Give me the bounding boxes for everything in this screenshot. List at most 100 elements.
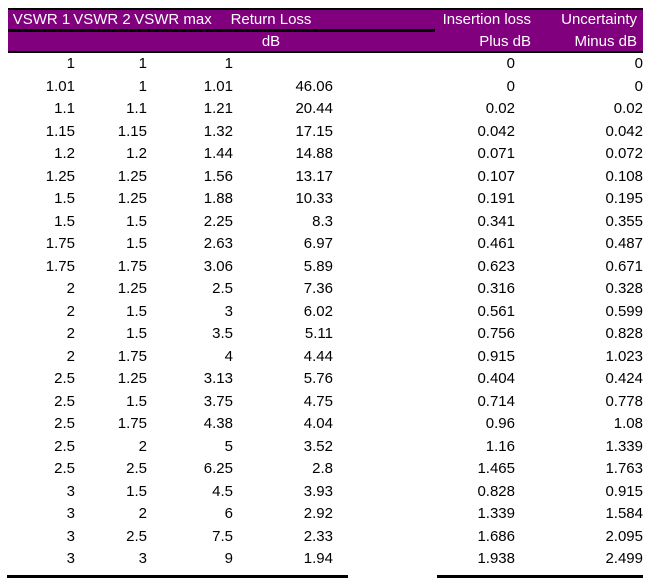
table-cell: 0.195	[605, 190, 643, 207]
unit-header-blank-1	[8, 32, 75, 51]
table-cell: 0.756	[477, 325, 515, 342]
spacer-cell	[333, 188, 437, 211]
table-cell: 1.584	[605, 505, 643, 522]
table-cell: 4.5	[212, 482, 233, 500]
table-cell: 1.15	[117, 122, 147, 140]
table-cell: 1.5	[54, 190, 75, 207]
spacer-cell	[333, 53, 437, 76]
table-cell: 1.5	[126, 302, 147, 320]
unit-header-plus-db: Plus dB	[479, 33, 531, 50]
table-row: 3 2.5 7.5 2.33 1.686 2.095	[8, 526, 643, 549]
table-row: 1.2 1.2 1.44 14.88 0.071 0.072	[8, 143, 643, 166]
table-cell: 5	[224, 437, 233, 455]
table-body: 1 1 1 0 0 1.01 1 1.01 46.06 0 0 1.1 1.1 1.21 20.44 0.02…	[8, 53, 643, 571]
table-cell: 2	[66, 280, 75, 297]
table-cell: 13.17	[295, 167, 333, 185]
table-cell: 2.5	[126, 460, 147, 477]
table-row: 3 2 6 2.92 1.339 1.584	[8, 503, 643, 526]
table-cell: 20.44	[295, 100, 333, 117]
unit-header-blank-3	[130, 32, 216, 51]
table-cell: 2.92	[303, 505, 333, 522]
col-header-return-loss: Return Loss	[230, 11, 312, 28]
table-cell: 1.25	[117, 370, 147, 387]
table-cell: 0.461	[477, 235, 515, 252]
table-cell: 3.52	[303, 437, 333, 455]
table-cell: 0.915	[605, 482, 643, 500]
col-header-insertion-loss: Insertion loss	[442, 11, 531, 28]
table-cell: 1.88	[203, 190, 233, 207]
table-cell: 3.5	[212, 325, 233, 342]
table-cell: 3.93	[303, 482, 333, 500]
table-cell: 2	[66, 302, 75, 320]
table-row: 1.01 1 1.01 46.06 0 0	[8, 76, 643, 99]
table-cell: 3	[66, 505, 75, 522]
table-cell: 1.16	[485, 437, 515, 455]
table-cell: 1.25	[117, 280, 147, 297]
col-header-uncertainty: Uncertainty	[561, 11, 637, 28]
table-row: 2.5 1.75 4.38 4.04 0.96 1.08	[8, 413, 643, 436]
table-cell: 6.02	[303, 302, 333, 320]
table-cell: 1.339	[605, 437, 643, 455]
table-cell: 1.1	[54, 100, 75, 117]
table-cell: 0.042	[605, 122, 643, 140]
table-row: 1.75 1.5 2.63 6.97 0.461 0.487	[8, 233, 643, 256]
table-cell: 2.5	[54, 415, 75, 432]
table-cell: 9	[224, 550, 233, 567]
col-header-vswr-max: VSWR max	[134, 11, 212, 28]
unit-header-minus-db: Minus dB	[574, 33, 637, 50]
table-row: 1.5 1.25 1.88 10.33 0.191 0.195	[8, 188, 643, 211]
table-cell: 0.561	[477, 302, 515, 320]
table-cell: 0.778	[605, 392, 643, 410]
table-cell: 1.938	[477, 550, 515, 567]
spacer-cell	[333, 368, 437, 391]
table-cell: 0.316	[477, 280, 515, 297]
table-cell: 1.75	[45, 235, 75, 252]
table-cell: 0.599	[605, 302, 643, 320]
spacer-cell	[333, 458, 437, 481]
table-row: 3 1.5 4.5 3.93 0.828 0.915	[8, 481, 643, 504]
bottom-rule-left-segment	[7, 574, 348, 578]
table-cell: 0	[634, 55, 643, 72]
table-cell: 4.38	[203, 415, 233, 432]
table-cell: 6	[224, 505, 233, 522]
table-row: 1.25 1.25 1.56 13.17 0.107 0.108	[8, 166, 643, 189]
table-cell: 1.2	[54, 145, 75, 162]
table-cell: 0.828	[605, 325, 643, 342]
table-row: 1.15 1.15 1.32 17.15 0.042 0.042	[8, 121, 643, 144]
spacer-cell	[333, 323, 437, 346]
table-cell: 0.355	[605, 212, 643, 230]
table-cell: 2.25	[203, 212, 233, 230]
unit-header-db: dB	[261, 33, 281, 50]
table-cell: 1	[138, 77, 147, 95]
table-cell: 0.828	[477, 482, 515, 500]
table-row: 1.1 1.1 1.21 20.44 0.02 0.02	[8, 98, 643, 121]
table-row: 1 1 1 0 0	[8, 53, 643, 76]
table-cell: 2.5	[126, 527, 147, 545]
table-cell: 1.75	[45, 257, 75, 275]
table-cell: 2.33	[303, 527, 333, 545]
table-cell: 1.686	[477, 527, 515, 545]
table-row: 2.5 1.25 3.13 5.76 0.404 0.424	[8, 368, 643, 391]
table-cell: 3.13	[203, 370, 233, 387]
table-row: 2 1.5 3.5 5.11 0.756 0.828	[8, 323, 643, 346]
table-cell: 0.424	[605, 370, 643, 387]
table-cell: 1.023	[605, 347, 643, 365]
table-cell: 1.08	[613, 415, 643, 432]
spacer-cell	[333, 143, 437, 166]
table-cell: 0.96	[485, 415, 515, 432]
table-cell: 3	[66, 482, 75, 500]
table-cell: 2.5	[54, 392, 75, 410]
table-cell: 2.499	[605, 550, 643, 567]
table-cell: 1.5	[126, 235, 147, 252]
table-cell: 1.25	[45, 167, 75, 185]
table-cell: 1.1	[126, 100, 147, 117]
spacer-cell	[333, 503, 437, 526]
table-cell: 1	[138, 55, 147, 72]
table-header: VSWR 1 VSWR 2 VSWR max Return Loss Inser…	[8, 8, 643, 53]
spacer-cell	[333, 391, 437, 414]
table-cell: 7.5	[212, 527, 233, 545]
spacer-cell	[333, 436, 437, 459]
table-cell: 7.36	[303, 280, 333, 297]
table-row: 2.5 2.5 6.25 2.8 1.465 1.763	[8, 458, 643, 481]
table-cell: 1.94	[303, 550, 333, 567]
